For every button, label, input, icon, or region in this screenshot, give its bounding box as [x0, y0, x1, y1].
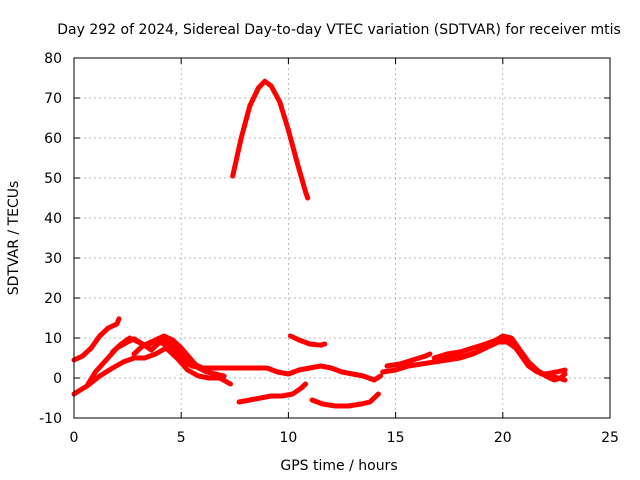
y-ticks: -10 0 10 20 30 40 50 60 70 80: [39, 51, 610, 427]
y-axis-label: SDTVAR / TECUs: [6, 181, 22, 296]
series-track-5: [131, 335, 206, 371]
series-track-4: [110, 333, 227, 379]
series-track-13: [436, 339, 568, 383]
x-tick-label: 5: [177, 430, 186, 446]
series-lines: [71, 78, 568, 409]
y-tick-label: 30: [44, 251, 62, 267]
y-tick-label: 10: [44, 331, 62, 347]
series-track-6: [230, 78, 311, 201]
x-tick-label: 10: [279, 430, 297, 446]
y-tick-label: 60: [44, 131, 62, 147]
series-track-8: [236, 381, 309, 405]
y-tick-label: 70: [44, 91, 62, 107]
x-tick-label: 15: [387, 430, 405, 446]
x-tick-label: 25: [601, 430, 619, 446]
y-tick-label: 50: [44, 171, 62, 187]
x-tick-label: 0: [70, 430, 79, 446]
y-tick-label: 20: [44, 291, 62, 307]
y-tick-label: -10: [39, 411, 62, 427]
series-track-11: [384, 351, 433, 369]
series-track-3: [84, 345, 233, 389]
series-track-9: [309, 391, 381, 409]
x-tick-label: 20: [494, 430, 512, 446]
y-tick-label: 0: [53, 371, 62, 387]
y-tick-label: 80: [44, 51, 62, 67]
x-axis-label: GPS time / hours: [280, 458, 397, 474]
series-track-7: [288, 333, 328, 348]
series-track-1: [71, 316, 122, 363]
grid: [74, 58, 610, 418]
x-ticks: 0 5 10 15 20 25: [70, 58, 619, 446]
plot-frame: [73, 57, 611, 419]
chart-title: Day 292 of 2024, Sidereal Day-to-day VTE…: [57, 22, 621, 38]
y-tick-label: 40: [44, 211, 62, 227]
